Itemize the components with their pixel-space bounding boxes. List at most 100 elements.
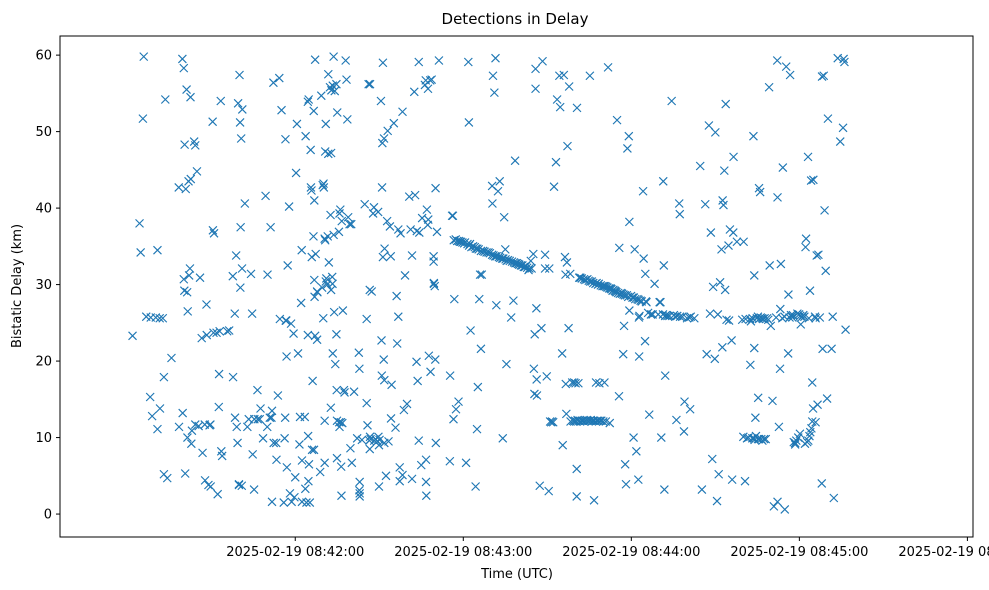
- data-point: [347, 458, 357, 468]
- data-point: [819, 71, 829, 81]
- data-point: [706, 228, 716, 237]
- data-point: [502, 359, 511, 369]
- data-point: [179, 286, 189, 296]
- data-point: [776, 259, 786, 269]
- data-point: [391, 423, 400, 433]
- data-point: [564, 82, 574, 91]
- data-point: [589, 416, 599, 426]
- data-point: [445, 371, 455, 381]
- data-point: [589, 495, 599, 505]
- data-point: [249, 485, 259, 494]
- data-point: [158, 313, 168, 323]
- data-point: [310, 55, 320, 65]
- data-point: [745, 360, 755, 370]
- data-point: [429, 279, 439, 289]
- data-point: [128, 331, 137, 341]
- data-point: [187, 426, 197, 436]
- data-point: [404, 192, 414, 202]
- data-point: [399, 405, 409, 415]
- data-point: [267, 413, 276, 423]
- data-point: [421, 491, 431, 501]
- data-point: [714, 469, 724, 479]
- data-point: [763, 315, 773, 325]
- data-point: [783, 349, 793, 358]
- data-point: [460, 238, 470, 247]
- data-point: [354, 364, 364, 374]
- data-point: [729, 152, 738, 162]
- data-point: [135, 218, 144, 228]
- data-point: [806, 176, 816, 185]
- data-point: [431, 183, 440, 193]
- data-point: [392, 291, 402, 301]
- data-point: [179, 274, 189, 284]
- data-point: [326, 210, 335, 220]
- data-point: [309, 106, 319, 116]
- y-tick-label: 30: [35, 278, 52, 293]
- data-point: [724, 241, 733, 250]
- data-point: [304, 459, 314, 469]
- data-point: [540, 250, 550, 260]
- data-point: [332, 385, 342, 395]
- data-point: [206, 482, 216, 491]
- data-point: [677, 312, 687, 322]
- data-point: [339, 385, 349, 395]
- data-point: [796, 319, 806, 329]
- data-point: [510, 156, 520, 166]
- data-point: [307, 445, 317, 455]
- data-point: [562, 257, 572, 267]
- data-point: [658, 176, 668, 186]
- data-point: [702, 349, 712, 359]
- data-point: [303, 97, 313, 107]
- data-point: [311, 249, 321, 259]
- data-point: [279, 498, 289, 507]
- data-point: [764, 82, 774, 92]
- data-point: [514, 260, 524, 270]
- data-point: [721, 99, 731, 109]
- data-point: [761, 434, 771, 444]
- data-point: [355, 488, 365, 498]
- data-point: [530, 389, 539, 399]
- data-point: [454, 397, 463, 407]
- data-point: [542, 371, 552, 381]
- data-point: [305, 498, 315, 507]
- data-point: [740, 476, 750, 486]
- data-point: [304, 476, 313, 486]
- data-point: [332, 329, 341, 339]
- data-point: [159, 372, 169, 382]
- data-point: [281, 316, 291, 325]
- data-point: [414, 436, 424, 446]
- data-point: [635, 311, 644, 321]
- data-point: [346, 443, 355, 453]
- data-point: [749, 271, 759, 280]
- data-point: [458, 238, 467, 247]
- data-point: [367, 287, 377, 296]
- data-point: [237, 105, 247, 114]
- data-point: [307, 252, 317, 262]
- data-point: [179, 63, 189, 73]
- data-point: [300, 484, 310, 494]
- data-point: [818, 344, 828, 354]
- data-point: [202, 300, 211, 309]
- data-point: [309, 196, 319, 205]
- data-point: [712, 496, 722, 506]
- data-point: [780, 505, 790, 514]
- data-point: [813, 400, 822, 410]
- data-point: [153, 424, 162, 434]
- data-point: [160, 95, 170, 104]
- data-point: [373, 207, 383, 217]
- data-point: [357, 435, 367, 445]
- data-point: [640, 269, 650, 279]
- data-point: [737, 315, 747, 325]
- data-point: [759, 434, 769, 444]
- data-point: [147, 411, 157, 421]
- data-point: [293, 349, 303, 358]
- data-point: [336, 462, 346, 472]
- data-point: [624, 217, 634, 227]
- data-point: [186, 439, 196, 449]
- data-point: [230, 309, 240, 319]
- data-point: [224, 326, 234, 335]
- data-point: [614, 391, 624, 401]
- data-point: [139, 52, 149, 62]
- data-point: [719, 200, 728, 210]
- data-point: [274, 73, 284, 83]
